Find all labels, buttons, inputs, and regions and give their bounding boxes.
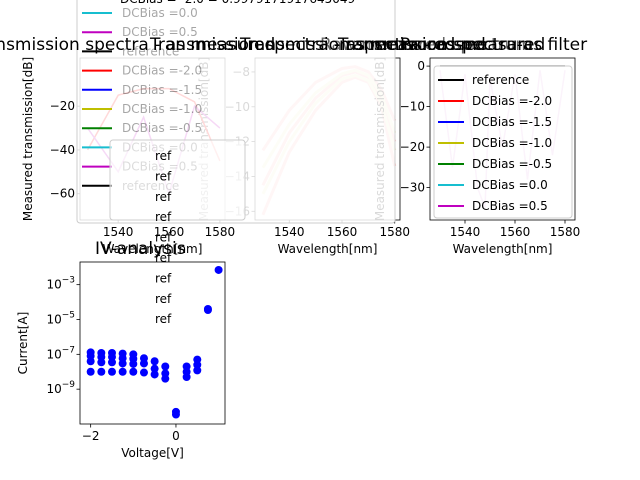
- panel4-ytick-label: −30: [400, 181, 425, 195]
- panel1-legend-label: DCBias =-1.0: [122, 102, 202, 116]
- panel5-point: [214, 265, 223, 274]
- panel5-point: [150, 357, 159, 366]
- panel1-xtick-label: 1560: [154, 225, 185, 239]
- panel5-point: [150, 370, 159, 379]
- panel1-xlabel: Wavelength[nm]: [103, 242, 203, 256]
- panel1-ylabel: Measured transmission[dB]: [21, 57, 35, 221]
- panel5-xtick-label: 0: [172, 429, 180, 443]
- panel5-point: [161, 362, 170, 371]
- panel5: −2 0 10−3 10−5 10−7 10−9 Voltage[V] Current[A]: [16, 261, 226, 460]
- panel5-ytick-label: 10−5: [46, 310, 75, 326]
- panel2-xtick-label: 1560: [327, 225, 358, 239]
- panel4-legend-label: DCBias =-2.0: [472, 94, 552, 108]
- panel4-xtick-label: 1560: [500, 225, 531, 239]
- panel5-point: [139, 359, 148, 368]
- panel4-legend-label: DCBias =-0.5: [472, 157, 552, 171]
- panel5-point: [129, 359, 138, 368]
- panel5-point: [161, 374, 170, 383]
- panel2-legend-label: ref: [155, 292, 172, 306]
- panel5-point: [203, 306, 212, 315]
- panel1-ytick-label: −60: [50, 187, 75, 201]
- panel5-point: [182, 372, 191, 381]
- panel5-point: [129, 367, 138, 376]
- panel4-xtick-label: 1580: [550, 225, 581, 239]
- panel1-legend-label: DCBias =0.5: [122, 25, 198, 39]
- panel2-xlabel: Wavelength[nm]: [278, 242, 378, 256]
- panel4-legend-label: reference: [472, 73, 529, 87]
- panel4-xlabel: Wavelength[nm]: [453, 242, 553, 256]
- panel4-legend-label: DCBias =-1.0: [472, 136, 552, 150]
- panel4-legend-label: DCBias =0.0: [472, 178, 548, 192]
- panel5-frame: [79, 261, 226, 425]
- panels-layer: 154015601580−8−10−12−14−16Wavelength[nm]…: [16, 0, 580, 460]
- panel5-point: [86, 367, 95, 376]
- panel5-ytick-label: 10−9: [46, 380, 75, 396]
- panel1-legend-label: DCBias =0.0: [122, 6, 198, 20]
- panel2-legend-label: ref: [155, 169, 172, 183]
- panel1-legend-label: DCBias =-0.5: [122, 121, 202, 135]
- panel5-title: IV-analysis: [95, 239, 186, 259]
- panel5-point: [171, 410, 180, 419]
- panel5-point: [193, 366, 202, 375]
- panel4-title: Transmission spectra-as filter: [337, 35, 587, 55]
- panel5-point: [107, 358, 116, 367]
- panel4-ytick-label: −20: [400, 140, 425, 154]
- panel2-legend-label: ref: [155, 251, 172, 265]
- panel5-point: [86, 357, 95, 366]
- panel2-xtick-label: 1540: [274, 225, 305, 239]
- panel2-xtick-label: 1580: [379, 225, 410, 239]
- overlay-title-raw: Raw measured spectrum: [320, 35, 532, 55]
- panel1-xtick-label: 1580: [205, 225, 236, 239]
- panel4-frame: [429, 57, 576, 221]
- panel2-legend-label: ref: [155, 210, 172, 224]
- panel2-legend-label: ref: [155, 190, 172, 204]
- panel1-legend-label: DCBias =-2.0: [122, 64, 202, 78]
- panel5-point: [139, 368, 148, 377]
- panel2-legend-box: [109, 139, 246, 221]
- panel5-point: [118, 367, 127, 376]
- panel5-ytick-label: 10−7: [46, 345, 75, 361]
- panel4-ytick-label: 0: [417, 59, 425, 73]
- panel3-title: Transmission spectra - as measured: [239, 35, 545, 55]
- panel5-xlabel: Voltage[V]: [121, 446, 184, 460]
- panel2-legend-label: ref: [155, 271, 172, 285]
- panel5-ytick-label: 10−3: [46, 276, 75, 292]
- overlay-title-processed: Processed: [400, 35, 486, 55]
- panel1: 1540 1560 1580 −20 −40 −60 Wavelength[nm] Measu…: [21, 57, 235, 256]
- panel5-point: [97, 358, 106, 367]
- panel5-point: [97, 367, 106, 376]
- panel2-legend-label: ref: [155, 149, 172, 163]
- panel2-title: Transmission spectra - as measured: [149, 35, 455, 55]
- panel1-xtick-label: 1540: [103, 225, 134, 239]
- panel1-ytick-label: −20: [50, 99, 75, 113]
- panel1-title: Transmission spectra - as measured: [0, 35, 275, 55]
- panel5-xtick-label: −2: [82, 429, 100, 443]
- panel4-legend-box: [433, 65, 573, 219]
- panel4-legend-label: DCBias =0.5: [472, 199, 548, 213]
- panel2-legend: ref ref ref ref ref ref ref ref ref: [109, 139, 246, 326]
- panel4-ytick-label: −10: [400, 100, 425, 114]
- titles-layer: Transmission spectra - as measured Trans…: [0, 35, 587, 259]
- panel5-point: [150, 364, 159, 373]
- panel4-legend: reference DCBias =-2.0 DCBias =-1.5 DCBias …: [433, 65, 573, 219]
- panel4-xtick-label: 1540: [450, 225, 481, 239]
- panel1-legend-label: reference: [122, 44, 179, 58]
- panel4-legend-label: DCBias =-1.5: [472, 115, 552, 129]
- panel2-legend-label: ref: [155, 312, 172, 326]
- panel1-ytick-label: −40: [50, 143, 75, 157]
- panel5-ylabel: Current[A]: [16, 312, 30, 375]
- panel2-legend-label: ref: [155, 231, 172, 245]
- panel5-point: [193, 360, 202, 369]
- panel5-point: [107, 367, 116, 376]
- panel5-point: [118, 359, 127, 368]
- panel1-legend-header: DCBias = -2.0 = 0.9979171917645049: [120, 0, 355, 6]
- panel1-legend-label: DCBias =-1.5: [122, 83, 202, 97]
